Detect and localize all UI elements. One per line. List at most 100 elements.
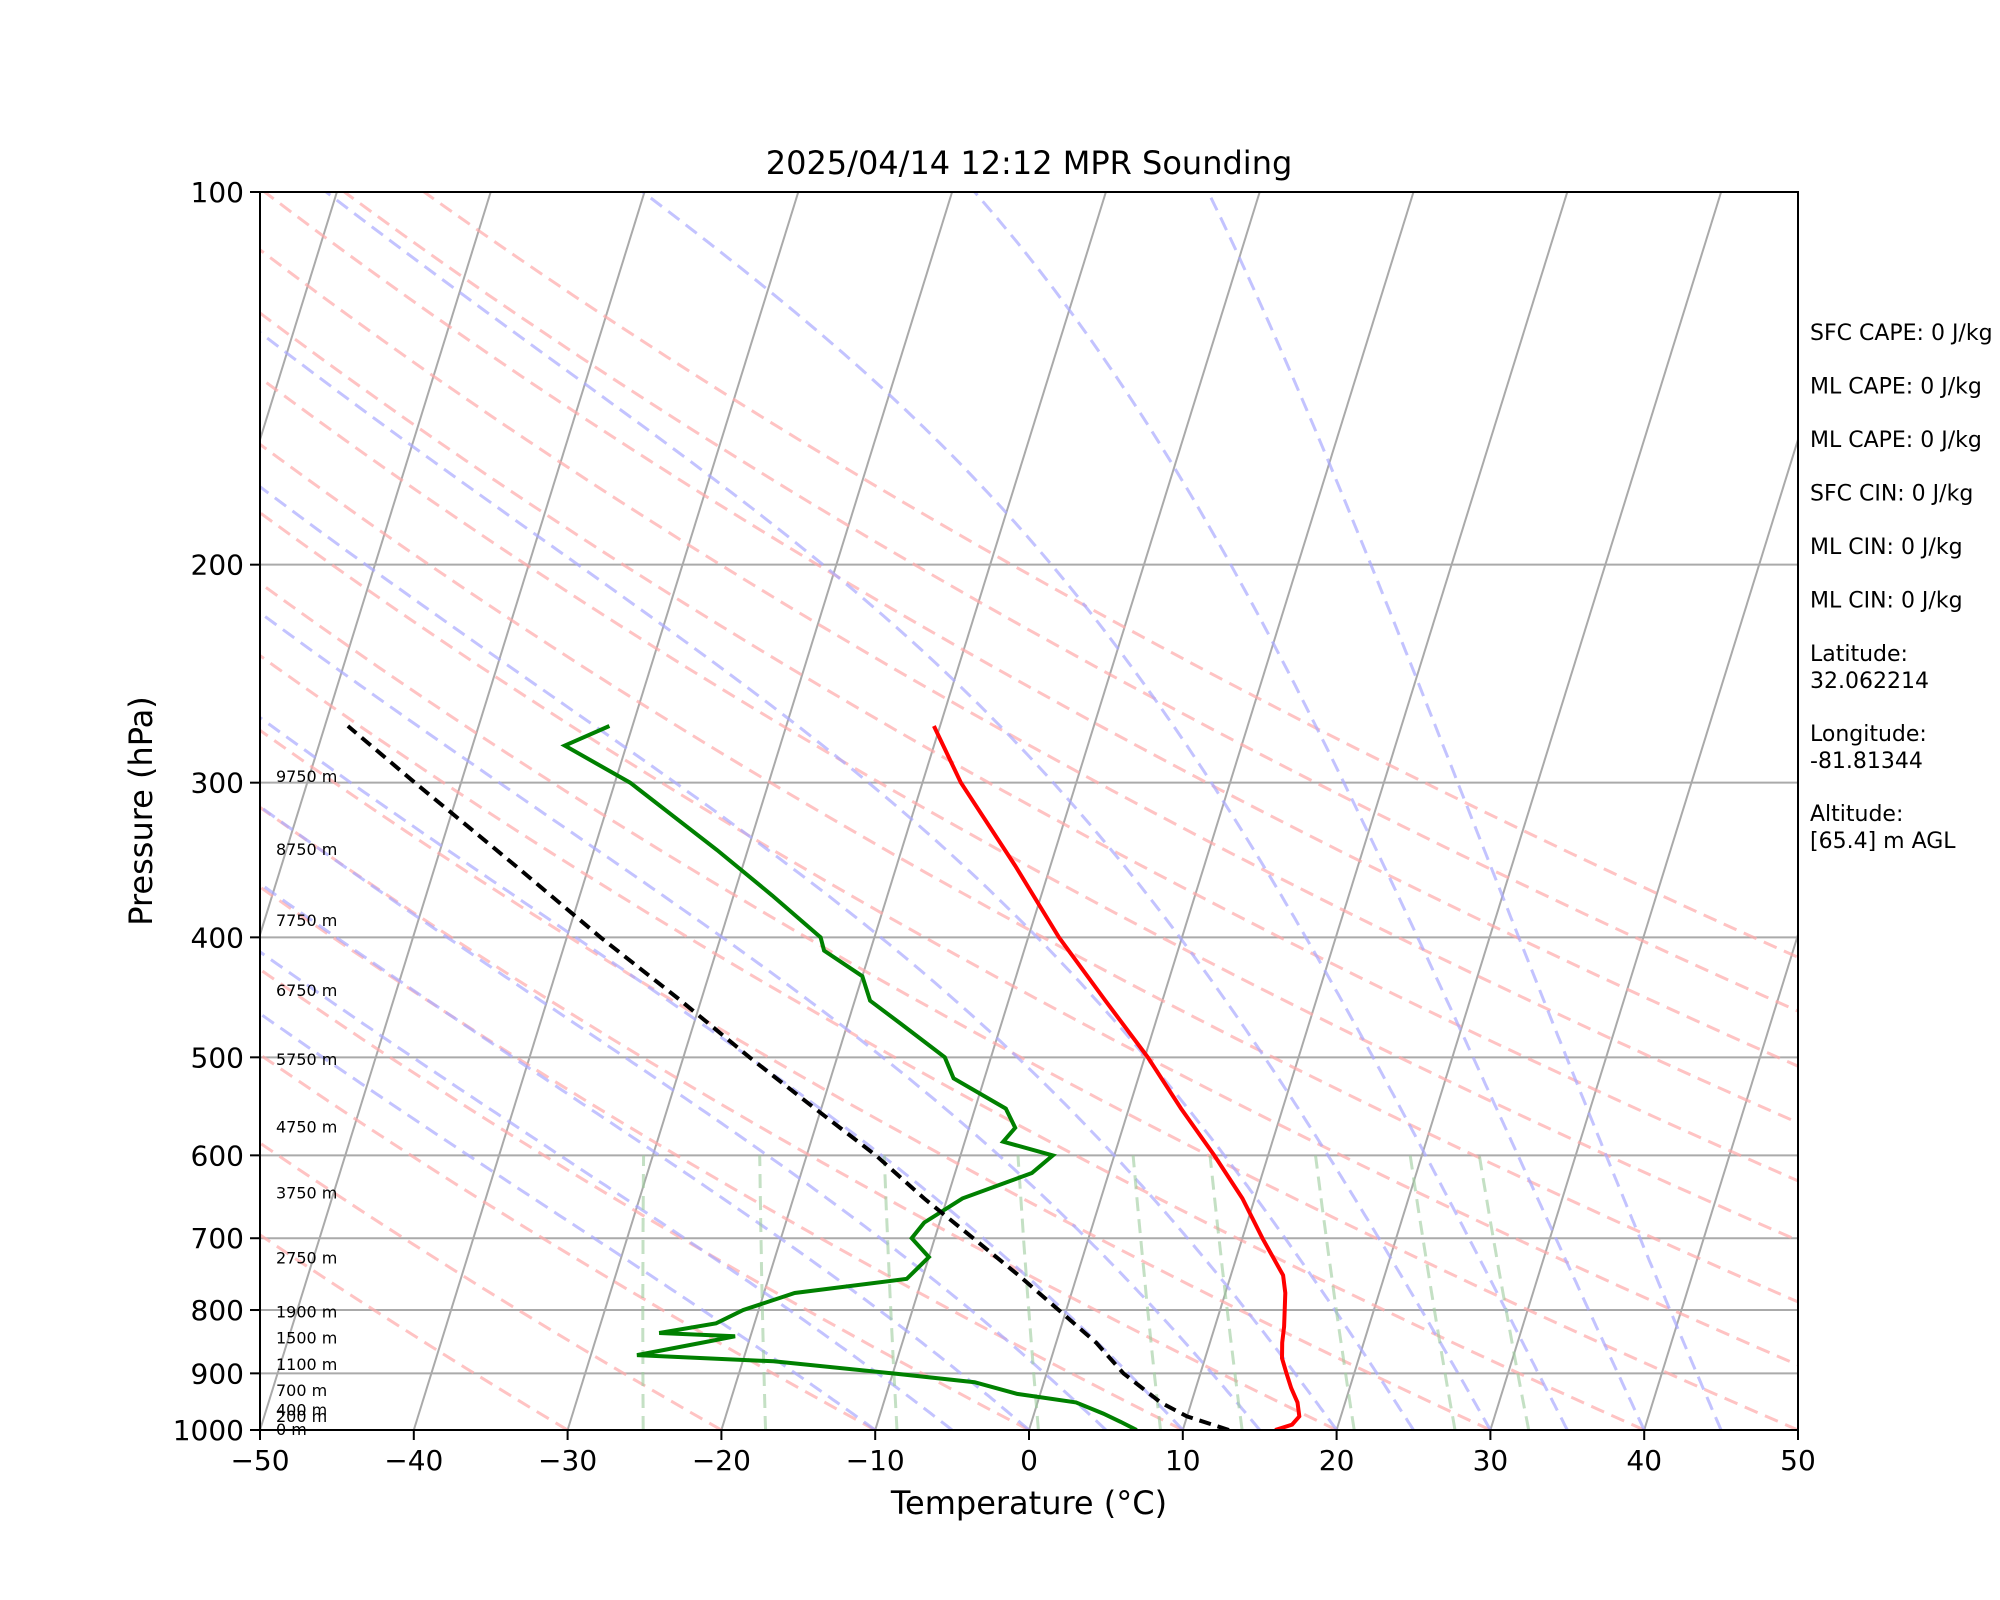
y-tick-label: 300 [191,767,244,800]
x-tick-label: 20 [1319,1444,1355,1477]
stat-text: Altitude: [1810,802,1903,827]
stat-text: SFC CAPE: 0 J/kg [1810,321,1993,346]
x-tick-label: −40 [384,1444,443,1477]
y-tick-label: 1000 [173,1414,244,1447]
mixing-ratio-line [1016,1155,1040,1430]
mixing-ratio-line [1408,1155,1457,1430]
isotherm-line [1181,192,1569,1430]
stat-text: ML CIN: 0 J/kg [1810,535,1963,560]
moist-adiabat-line [641,192,1569,1430]
moist-adiabat-line [260,1011,877,1430]
y-tick-label: 400 [191,921,244,954]
dry-adiabat-line [260,510,1798,1367]
dry-adiabat-line [343,192,1798,1013]
dry-adiabat-line [260,885,1184,1430]
x-tick-label: 0 [1020,1444,1038,1477]
x-tick-label: −30 [538,1444,597,1477]
height-label: 400 m [276,1401,327,1420]
mixing-ratio-line [641,1155,646,1430]
height-label: 7750 m [276,911,337,930]
dry-adiabat-line [260,311,1798,1183]
height-label: 1900 m [276,1302,337,1321]
x-tick-label: −10 [846,1444,905,1477]
stat-text: -81.81344 [1810,749,1923,774]
y-axis-label: Pressure (hPa) [122,696,160,926]
moist-adiabat-line [973,192,1646,1430]
dry-adiabat-line [260,247,1798,1125]
dry-adiabat-line [423,192,1798,959]
temperature-profile-line [932,725,1302,1430]
moist-adiabat-line [325,192,1492,1430]
isotherm-line [260,192,492,939]
mixing-ratio-line [1477,1155,1531,1430]
dry-adiabat-line [260,1141,723,1430]
x-tick-label: −20 [692,1444,751,1477]
isotherm-line [260,192,338,443]
dry-adiabat-line [260,728,1492,1430]
isotherm-line [1028,192,1415,1430]
isotherm-line [412,192,800,1430]
height-label: 1500 m [276,1328,337,1347]
stat-text: 32.062214 [1810,669,1929,694]
stat-text: SFC CIN: 0 J/kg [1810,482,1973,507]
mixing-ratio-line [1314,1155,1356,1430]
height-label: 5750 m [276,1050,337,1069]
parcel-profile-line [346,724,1230,1430]
x-tick-label: 50 [1780,1444,1816,1477]
height-label: 0 m [276,1420,307,1439]
isotherm-line [1643,931,1798,1430]
isotherm-line [874,192,1261,1430]
height-label: 1100 m [276,1355,337,1374]
dry-adiabat-line [260,581,1798,1430]
y-tick-label: 600 [191,1139,244,1172]
y-tick-label: 200 [191,549,244,582]
stat-text: [65.4] m AGL [1810,829,1956,854]
moist-adiabat-line [260,950,954,1430]
y-tick-label: 500 [191,1041,244,1074]
y-tick-label: 900 [191,1357,244,1390]
height-label: 4750 m [276,1117,337,1136]
dry-adiabat-line [260,653,1645,1430]
dry-adiabat-line [260,375,1798,1243]
stat-text: ML CAPE: 0 J/kg [1810,375,1982,400]
stat-text: Longitude: [1810,722,1927,747]
plot-frame [259,191,1799,1431]
height-label: 9750 m [276,767,337,786]
moist-adiabat-line [1206,192,1723,1430]
x-tick-label: 10 [1165,1444,1201,1477]
x-axis-label: Temperature (°C) [890,1484,1167,1522]
moist-adiabat-line [260,881,1030,1430]
moist-adiabat-line [260,610,1261,1430]
dry-adiabat-line [263,192,1798,1068]
isotherm-line [0,192,29,1430]
isotherm-line [1489,436,1798,1430]
height-label: 200 m [276,1407,327,1426]
isotherm-line [720,192,1107,1430]
y-tick-label: 800 [191,1294,244,1327]
dry-adiabat-line [260,967,1030,1430]
isotherm-line [1335,192,1723,1430]
height-label: 8750 m [276,840,337,859]
moist-adiabat-line [260,715,1184,1430]
x-tick-label: 40 [1626,1444,1662,1477]
mixing-ratio-line [1208,1155,1244,1430]
height-label: 700 m [276,1381,327,1400]
mixing-ratio-line [882,1155,899,1430]
moist-adiabat-line [260,484,1338,1430]
stat-text: Latitude: [1810,642,1908,667]
mixing-ratio-line [758,1155,768,1430]
stat-text: ML CAPE: 0 J/kg [1810,428,1982,453]
height-label: 6750 m [276,981,337,1000]
x-tick-label: 30 [1473,1444,1509,1477]
y-tick-label: 100 [191,176,244,209]
chart-title: 2025/04/14 12:12 MPR Sounding [766,144,1293,182]
isotherm-line [566,192,954,1430]
stat-text: ML CIN: 0 J/kg [1810,589,1963,614]
moist-adiabat-line [260,330,1415,1430]
y-tick-label: 700 [191,1222,244,1255]
x-tick-label: −50 [230,1444,289,1477]
moist-adiabat-line [260,804,1107,1430]
height-label: 3750 m [276,1184,337,1203]
dry-adiabat-line [260,1233,569,1430]
